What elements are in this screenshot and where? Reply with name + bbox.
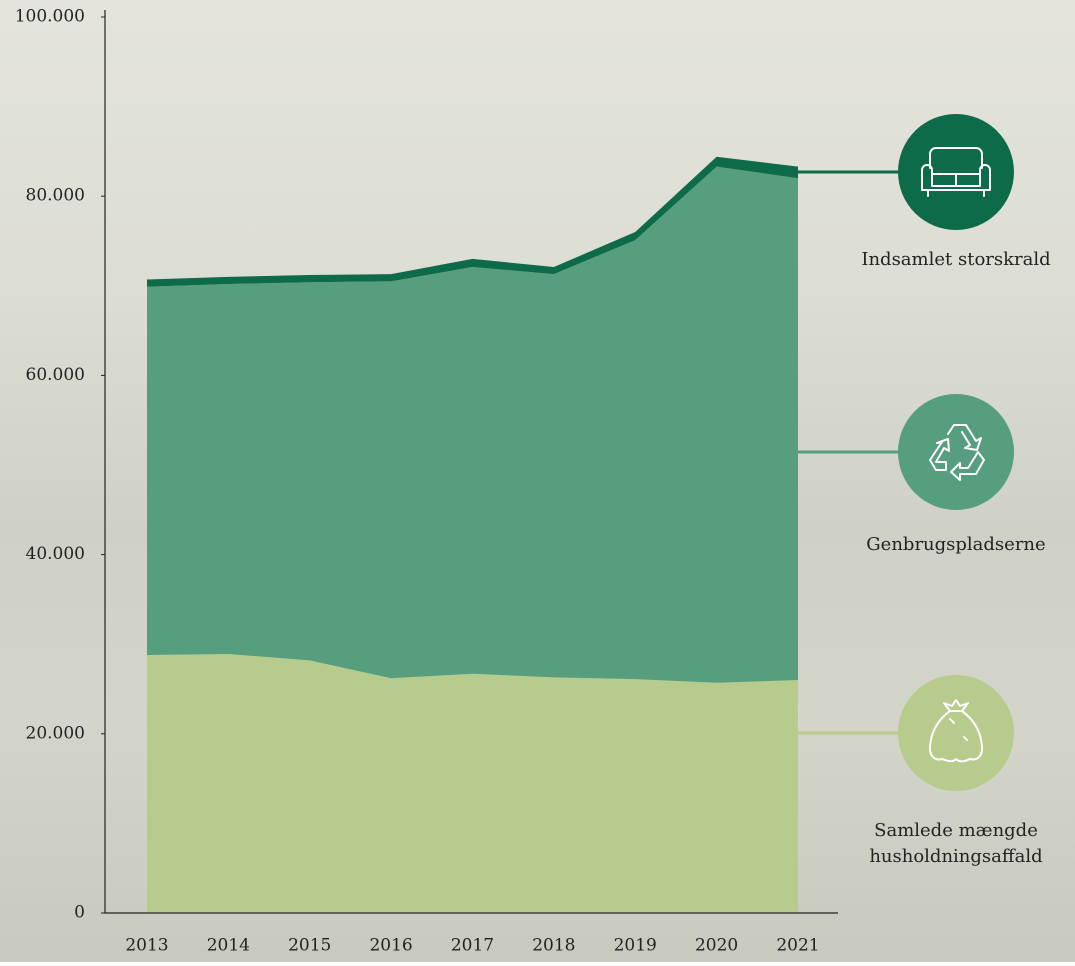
x-tick-label: 2018: [532, 936, 575, 956]
x-tick-label: 2014: [207, 936, 250, 956]
legend-label: Indsamlet storskrald: [836, 247, 1075, 273]
legend-swatch: [898, 675, 1014, 791]
legend: [798, 114, 1014, 791]
area: [147, 654, 798, 913]
y-tick-label: 100.000: [15, 7, 85, 27]
x-tick-label: 2019: [614, 936, 657, 956]
x-tick-label: 2021: [776, 936, 819, 956]
y-tick-label: 80.000: [26, 186, 85, 206]
areas: [147, 157, 798, 913]
legend-label: Genbrugspladserne: [836, 532, 1075, 558]
x-tick-label: 2017: [451, 936, 494, 956]
y-tick-label: 0: [74, 903, 85, 923]
legend-swatch: [898, 394, 1014, 510]
page: 0 20.000 40.000 60.000 80.000 100.000 2013 2014…: [0, 0, 1075, 962]
area: [147, 167, 798, 683]
y-tick-label: 60.000: [26, 365, 85, 385]
x-tick-label: 2020: [695, 936, 738, 956]
x-tick-label: 2016: [369, 936, 412, 956]
x-tick-label: 2015: [288, 936, 331, 956]
legend-swatch: [898, 114, 1014, 230]
legend-label: Samlede mængde husholdningsaffald: [836, 818, 1075, 870]
x-tick-label: 2013: [125, 936, 168, 956]
y-tick-label: 40.000: [26, 544, 85, 564]
y-tick-label: 20.000: [26, 723, 85, 743]
